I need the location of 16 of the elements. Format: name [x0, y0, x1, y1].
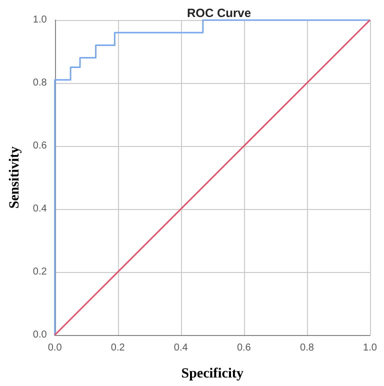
- x-tick-label: 1.0: [363, 342, 378, 354]
- line-series: [54, 19, 371, 336]
- y-tick-label: 0.0: [32, 330, 48, 340]
- y-tick-label: 0.4: [32, 204, 48, 214]
- y-tick-label: 0.6: [32, 140, 48, 152]
- y-tick-label: 1.0: [32, 14, 48, 26]
- x-tick-label: 0.4: [174, 342, 188, 354]
- y-axis-title: Sensitivity: [8, 146, 22, 209]
- x-axis-title: Specificity: [181, 366, 244, 382]
- x-tick-label: 0.2: [110, 342, 126, 354]
- y-tick-label: 0.8: [32, 78, 48, 88]
- y-tick-label: 0.2: [32, 266, 48, 278]
- chart-title: ROC Curve: [186, 6, 252, 20]
- x-tick-label: 0.8: [300, 342, 314, 354]
- x-tick-label: 0.0: [48, 342, 62, 354]
- x-tick-label: 0.6: [236, 342, 252, 354]
